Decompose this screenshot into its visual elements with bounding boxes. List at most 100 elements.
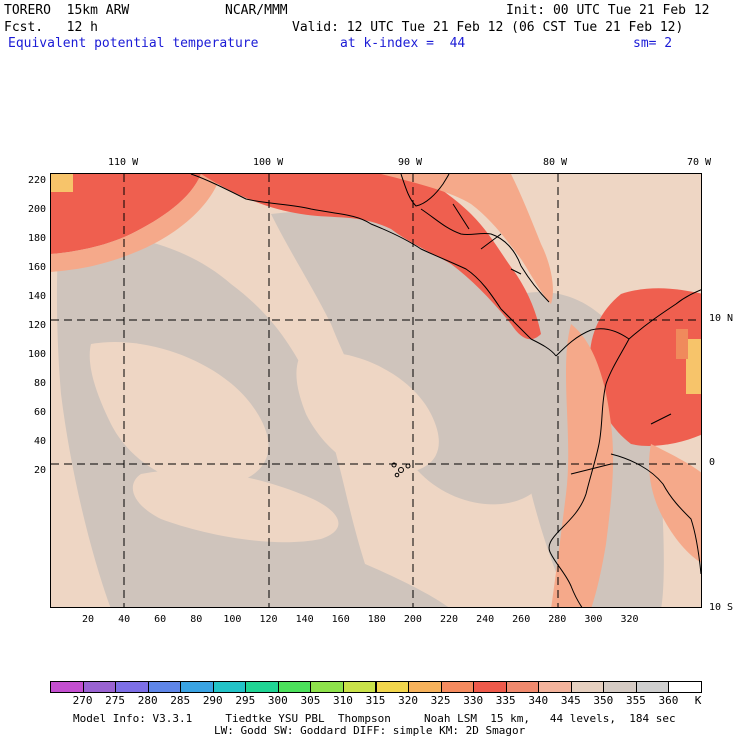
y-tick-label: 160	[27, 262, 46, 273]
y-tick-label: 140	[27, 291, 46, 302]
colorbar-label: 330	[463, 694, 484, 707]
colorbar-swatch	[375, 681, 410, 693]
map-panel	[50, 173, 702, 608]
init-time: Init: 00 UTC Tue 21 Feb 12	[506, 3, 710, 18]
tan-band-2	[296, 352, 439, 474]
x-tick-label: 140	[295, 614, 314, 625]
organization-label: NCAR/MMM	[225, 3, 288, 18]
y-tick-label: 120	[27, 320, 46, 331]
colorbar-swatch	[635, 681, 670, 693]
colorbar-label: 310	[333, 694, 353, 707]
colorbar-label: 290	[202, 694, 223, 707]
colorbar-label: 335	[495, 694, 516, 707]
colorbar-label: 280	[137, 694, 158, 707]
colorbar-swatch	[277, 681, 312, 693]
colorbar-label: 320	[398, 694, 418, 707]
x-tick-label: 60	[154, 614, 167, 625]
top-lon-label: 70 W	[687, 157, 712, 168]
colorbar-label: 300	[267, 694, 288, 707]
island-3	[405, 463, 411, 469]
x-tick-label: 200	[403, 614, 422, 625]
colorbar-label: 345	[560, 694, 581, 707]
y-tick-label: 200	[27, 204, 46, 215]
colorbar-swatch	[310, 681, 344, 693]
colorbar-swatch	[82, 681, 117, 693]
top-lon-label: 100 W	[253, 157, 284, 168]
island-4	[394, 472, 400, 478]
border-lines	[452, 203, 672, 475]
central-america-hot	[201, 174, 541, 340]
right-lat-label: 10 S	[709, 602, 734, 613]
colorbar-label: 340	[528, 694, 549, 707]
x-tick-label: 180	[367, 614, 386, 625]
nw-warm-fringe	[51, 174, 221, 272]
model-info-line: Model Info: V3.3.1 Tiedtke YSU PBL Thomp…	[73, 712, 676, 725]
nw-hot-region	[51, 174, 201, 254]
theta-e-field-map	[51, 174, 701, 607]
colorbar-swatch	[668, 681, 702, 693]
cool-region-south	[111, 517, 449, 607]
nw-peak-spot	[51, 174, 73, 192]
colorbar-label: 275	[105, 694, 126, 707]
x-tick-label: 120	[259, 614, 278, 625]
colorbar-label: 305	[300, 694, 321, 707]
y-tick-label: 60	[33, 407, 46, 418]
colorbar-swatch	[245, 681, 279, 693]
right-lat-label: 0	[709, 457, 716, 468]
model-title: TORERO 15km ARW	[4, 3, 130, 18]
coast-mexico	[190, 174, 557, 357]
warm-bands	[89, 342, 439, 543]
colorbar-swatch	[570, 681, 605, 693]
tan-band-3	[132, 470, 339, 543]
colorbar-label: 325	[430, 694, 451, 707]
x-tick-label: 280	[548, 614, 567, 625]
field-name: Equivalent potential temperature	[8, 36, 259, 51]
south-america-warm	[551, 324, 614, 607]
colorbar-swatch	[50, 681, 84, 693]
grid-lines	[51, 174, 701, 607]
hotter-spot-east	[676, 329, 688, 359]
colorbar-swatch	[408, 681, 442, 693]
y-tick-label: 40	[33, 436, 46, 447]
central-america-warm	[381, 174, 553, 304]
colorbar-swatch	[603, 681, 637, 693]
x-tick-label: 160	[331, 614, 350, 625]
colorbar-label: 360	[658, 694, 679, 707]
top-lon-label: 80 W	[543, 157, 568, 168]
coast-colombia	[548, 338, 630, 607]
y-tick-label: 80	[33, 378, 46, 389]
colorbar-swatch	[342, 681, 377, 693]
x-tick-label: 20	[81, 614, 95, 625]
colorbar-swatch	[505, 681, 540, 693]
coast-caribbean	[420, 208, 550, 303]
coast-north-sa	[628, 289, 701, 340]
colorbar-swatch	[440, 681, 475, 693]
x-tick-label: 300	[584, 614, 603, 625]
island-2	[398, 467, 404, 473]
colorbar-swatch	[473, 681, 507, 693]
y-tick-label: 20	[33, 465, 46, 476]
colorbar-label: 285	[170, 694, 191, 707]
island-1	[391, 462, 397, 468]
x-tick-label: 40	[118, 614, 131, 625]
peak-spot-east	[686, 339, 701, 394]
colorbar-swatch	[115, 681, 149, 693]
y-tick-label: 180	[27, 233, 46, 244]
colorbar-swatch	[180, 681, 214, 693]
x-tick-label: 320	[620, 614, 639, 625]
colorbar-label: 295	[235, 694, 256, 707]
top-lon-label: 90 W	[398, 157, 423, 168]
right-lat-label: 10 N	[709, 313, 734, 324]
colorbar-unit: K	[694, 694, 702, 707]
colorbar-swatch	[147, 681, 182, 693]
physics-info-line: LW: Godd SW: Goddard DIFF: simple KM: 2D…	[214, 724, 526, 737]
y-tick-label: 220	[27, 175, 46, 186]
colorbar-label: 355	[625, 694, 646, 707]
colorbar-label: 350	[593, 694, 614, 707]
coast-yucatan	[400, 174, 450, 207]
coastlines	[190, 174, 701, 607]
south-america-hot	[589, 288, 701, 446]
colorbar-label: 315	[365, 694, 386, 707]
forecast-hour: Fcst. 12 h	[4, 20, 98, 35]
galapagos-islands	[391, 462, 411, 478]
